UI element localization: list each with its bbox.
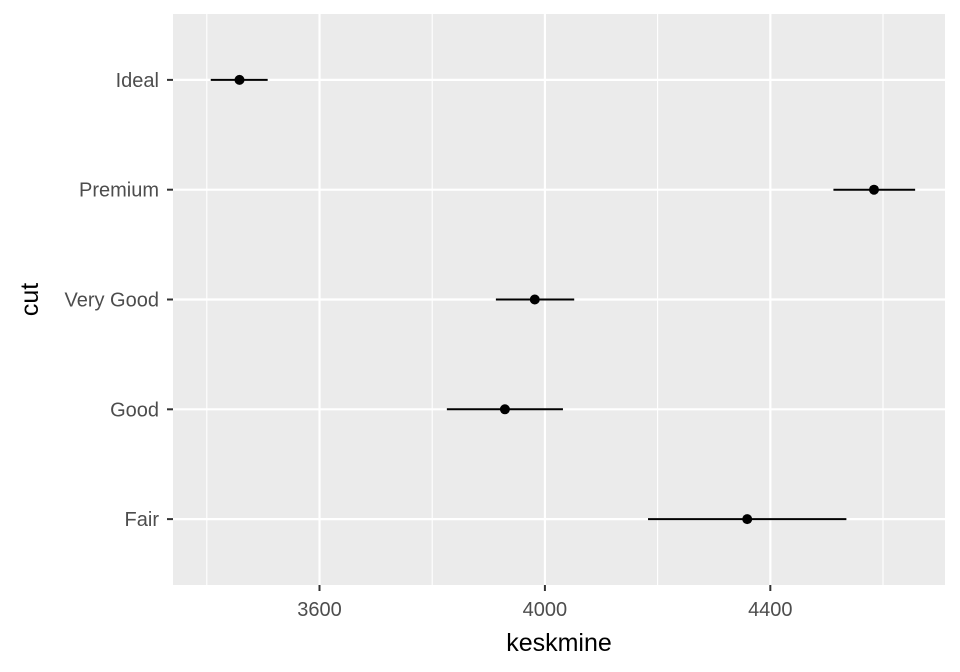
- x-tick-label: 3600: [297, 599, 342, 621]
- data-point: [499, 404, 510, 415]
- y-tick-labels: Fair Good Very Good Premium Ideal: [64, 70, 159, 531]
- y-tick-label: Very Good: [64, 290, 159, 312]
- x-axis-title: keskmine: [506, 629, 612, 657]
- x-tick-labels: 3600 4000 4400: [297, 599, 792, 621]
- data-point: [868, 184, 879, 195]
- y-tick-label: Premium: [79, 180, 159, 202]
- data-point: [529, 294, 540, 305]
- y-tick-label: Fair: [125, 509, 160, 531]
- y-axis-title: cut: [16, 283, 44, 316]
- data-point: [742, 514, 753, 525]
- axis-ticks: [167, 78, 772, 591]
- x-tick-label: 4000: [523, 599, 568, 621]
- data-point: [234, 74, 245, 85]
- x-tick-label: 4400: [748, 599, 793, 621]
- y-tick-label: Good: [110, 399, 159, 421]
- data-points: [234, 74, 879, 525]
- y-tick-label: Ideal: [116, 70, 159, 92]
